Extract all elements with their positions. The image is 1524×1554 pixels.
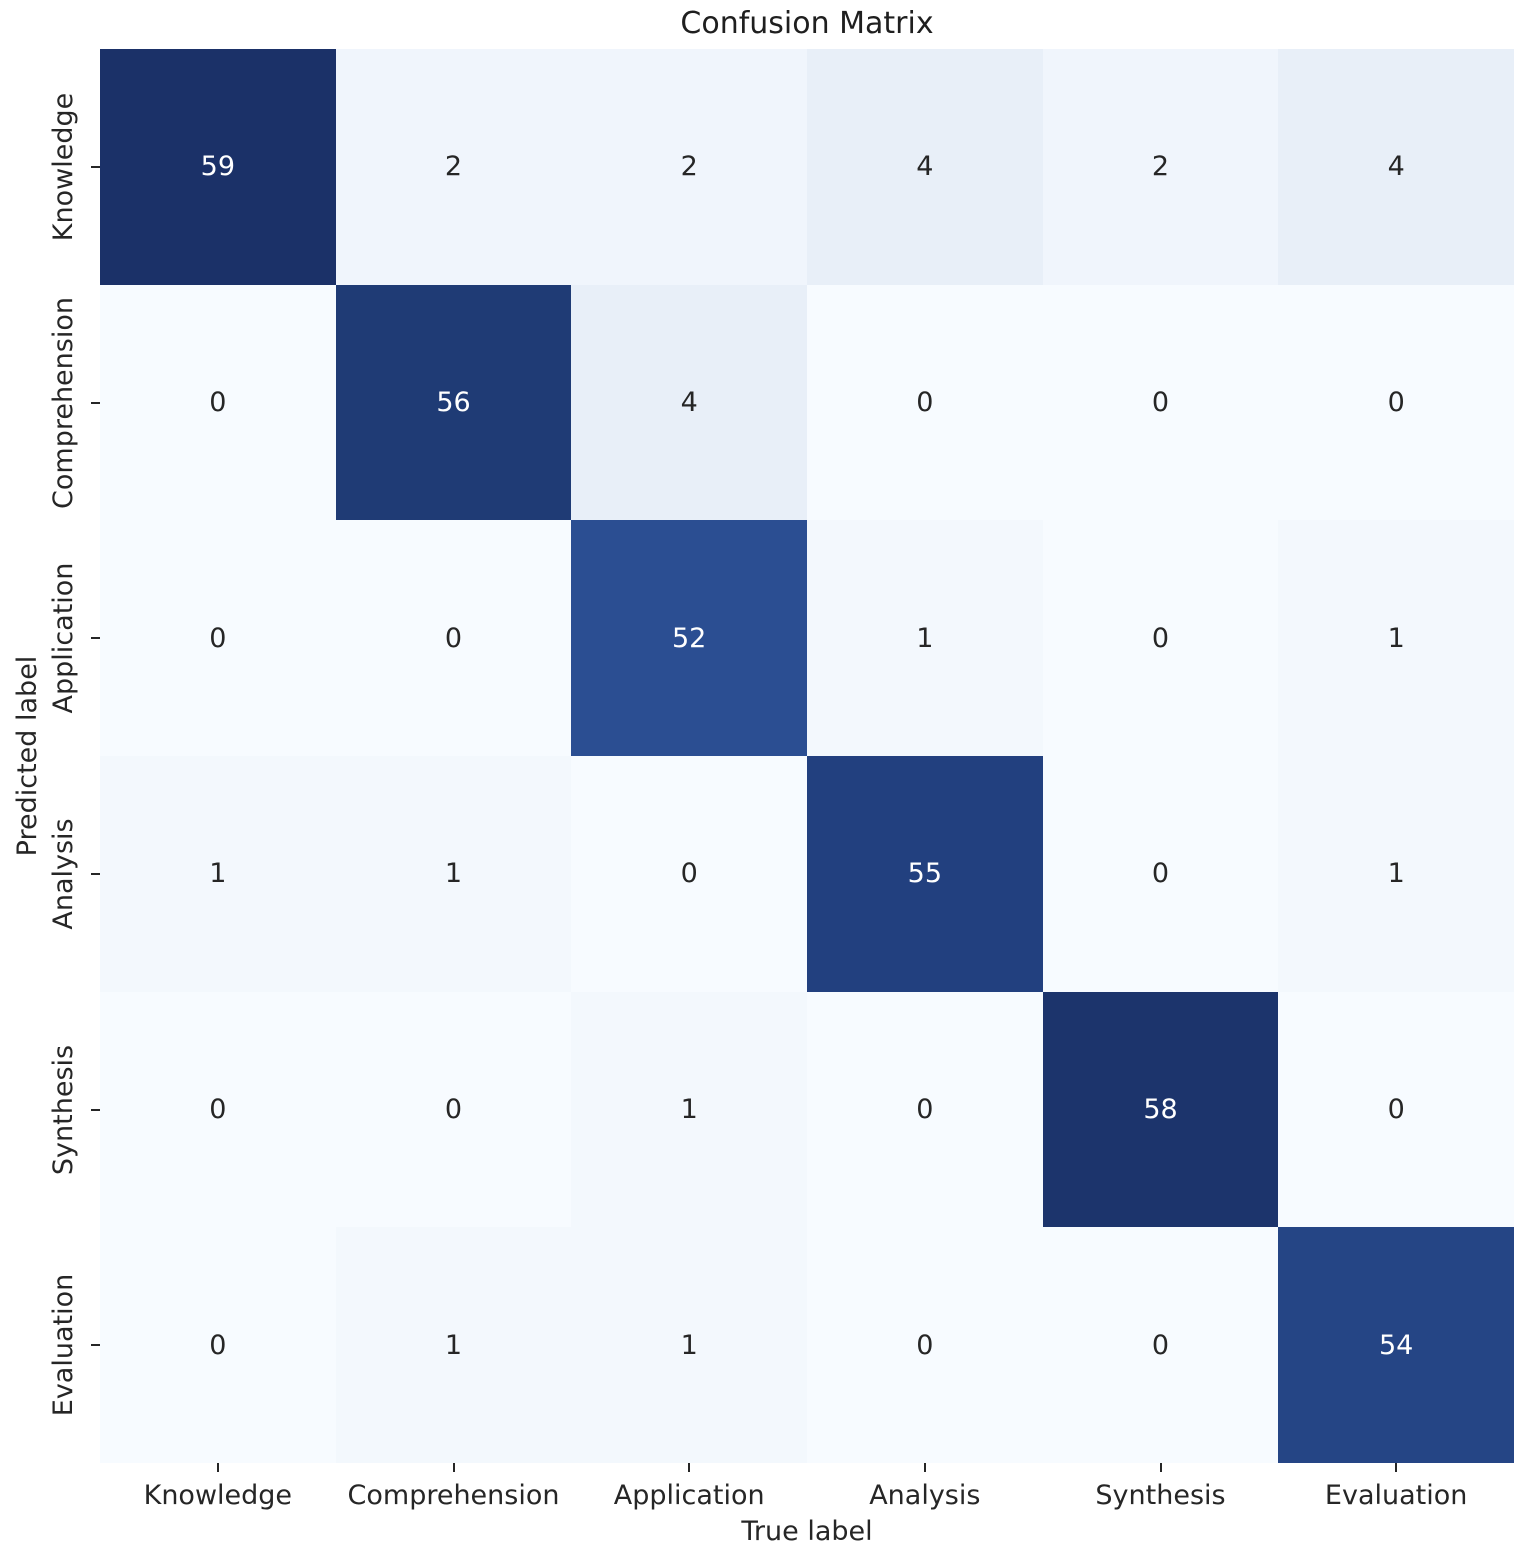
x-tick-label: Analysis (869, 1480, 981, 1511)
heatmap-cell: 0 (1042, 1227, 1279, 1463)
heatmap-cell: 1 (100, 756, 336, 992)
heatmap-cell: 1 (1278, 520, 1514, 756)
y-tick-mark (91, 1108, 100, 1111)
heatmap-cell: 0 (807, 1227, 1043, 1463)
heatmap-cell: 0 (1278, 284, 1514, 521)
y-tick-mark (91, 637, 100, 640)
y-tick-label: Evaluation (48, 1273, 79, 1417)
x-tick-label: Synthesis (1095, 1480, 1226, 1511)
heatmap-grid: 59 2 2 4 2 4 0 56 4 0 0 0 0 0 52 1 0 1 1 1 0 55 0 1 0 0 1 0 58 0 0 1 1 0 0… (100, 49, 1514, 1463)
y-tick-mark (91, 401, 100, 404)
heatmap-cell: 1 (335, 1227, 572, 1463)
y-tick-mark (91, 1344, 100, 1347)
heatmap-cell: 2 (335, 49, 572, 285)
x-tick-label: Comprehension (347, 1480, 560, 1511)
heatmap-cell: 1 (571, 1227, 807, 1463)
x-tick-label: Application (613, 1480, 765, 1511)
chart-title: Confusion Matrix (680, 6, 934, 41)
heatmap-cell: 52 (571, 520, 807, 756)
heatmap-cell: 0 (100, 1227, 336, 1463)
y-tick-label: Synthesis (48, 1044, 79, 1175)
heatmap-cell: 0 (100, 991, 336, 1228)
y-tick-label: Knowledge (48, 92, 79, 242)
heatmap-cell: 1 (1278, 756, 1514, 992)
heatmap-cell: 59 (100, 49, 336, 285)
heatmap-cell: 0 (100, 284, 336, 521)
y-tick-label: Analysis (48, 818, 79, 930)
heatmap-cell: 2 (571, 49, 807, 285)
x-tick-mark (1159, 1463, 1162, 1472)
heatmap-cell: 4 (1278, 49, 1514, 285)
heatmap-cell: 1 (571, 991, 807, 1228)
x-tick-label: Knowledge (143, 1480, 293, 1511)
heatmap-cell: 2 (1042, 49, 1279, 285)
y-tick-label: Comprehension (48, 296, 79, 509)
heatmap-cell: 0 (1278, 991, 1514, 1228)
heatmap-cell: 58 (1042, 991, 1279, 1228)
heatmap-cell: 4 (571, 284, 807, 521)
x-tick-label: Evaluation (1324, 1480, 1468, 1511)
heatmap-cell: 0 (335, 991, 572, 1228)
heatmap-cell: 1 (807, 520, 1043, 756)
heatmap-cell: 54 (1278, 1227, 1514, 1463)
heatmap-cell: 0 (571, 756, 807, 992)
heatmap-cell: 56 (335, 284, 572, 521)
x-tick-mark (688, 1463, 691, 1472)
x-tick-mark (216, 1463, 219, 1472)
heatmap-cell: 0 (335, 520, 572, 756)
heatmap-cell: 0 (807, 284, 1043, 521)
y-tick-mark (91, 872, 100, 875)
heatmap-cell: 1 (335, 756, 572, 992)
heatmap-cell: 0 (1042, 520, 1279, 756)
y-axis-label: Predicted label (12, 655, 43, 857)
x-tick-mark (1395, 1463, 1398, 1472)
x-axis-label: True label (741, 1516, 873, 1547)
heatmap-cell: 4 (807, 49, 1043, 285)
heatmap-cell: 55 (807, 756, 1043, 992)
heatmap-cell: 0 (1042, 756, 1279, 992)
heatmap-cell: 0 (1042, 284, 1279, 521)
heatmap-cell: 0 (807, 991, 1043, 1228)
heatmap-cell: 0 (100, 520, 336, 756)
y-tick-mark (91, 165, 100, 168)
x-tick-mark (452, 1463, 455, 1472)
y-tick-label: Application (48, 562, 79, 714)
x-tick-mark (923, 1463, 926, 1472)
